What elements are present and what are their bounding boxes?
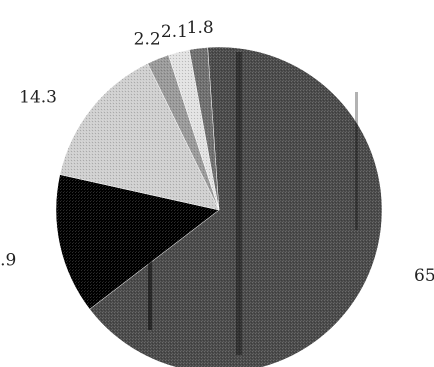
pie-labels: 65.7 13.9 14.3 2.22.11.8: [0, 18, 434, 286]
slice-label: 13.9: [0, 251, 16, 271]
pie-slice-texture: [55, 174, 219, 310]
scan-streak: [148, 258, 152, 330]
pie-slices: [55, 46, 383, 367]
pie-slice-texture: [168, 49, 219, 210]
pie-slice-texture: [59, 63, 220, 211]
pie-slice-texture: [147, 55, 219, 211]
pie-slice-texture: [89, 47, 382, 367]
slice-label: 1.8: [187, 18, 214, 38]
scan-streak: [355, 92, 358, 230]
pie-slice-texture: [189, 47, 219, 211]
slice-label: 2.1: [161, 22, 188, 42]
slice-label: 65.7: [414, 266, 434, 286]
slice-label: 14.3: [19, 87, 57, 107]
scan-streak: [236, 52, 242, 355]
slice-label: 2.2: [134, 30, 161, 50]
